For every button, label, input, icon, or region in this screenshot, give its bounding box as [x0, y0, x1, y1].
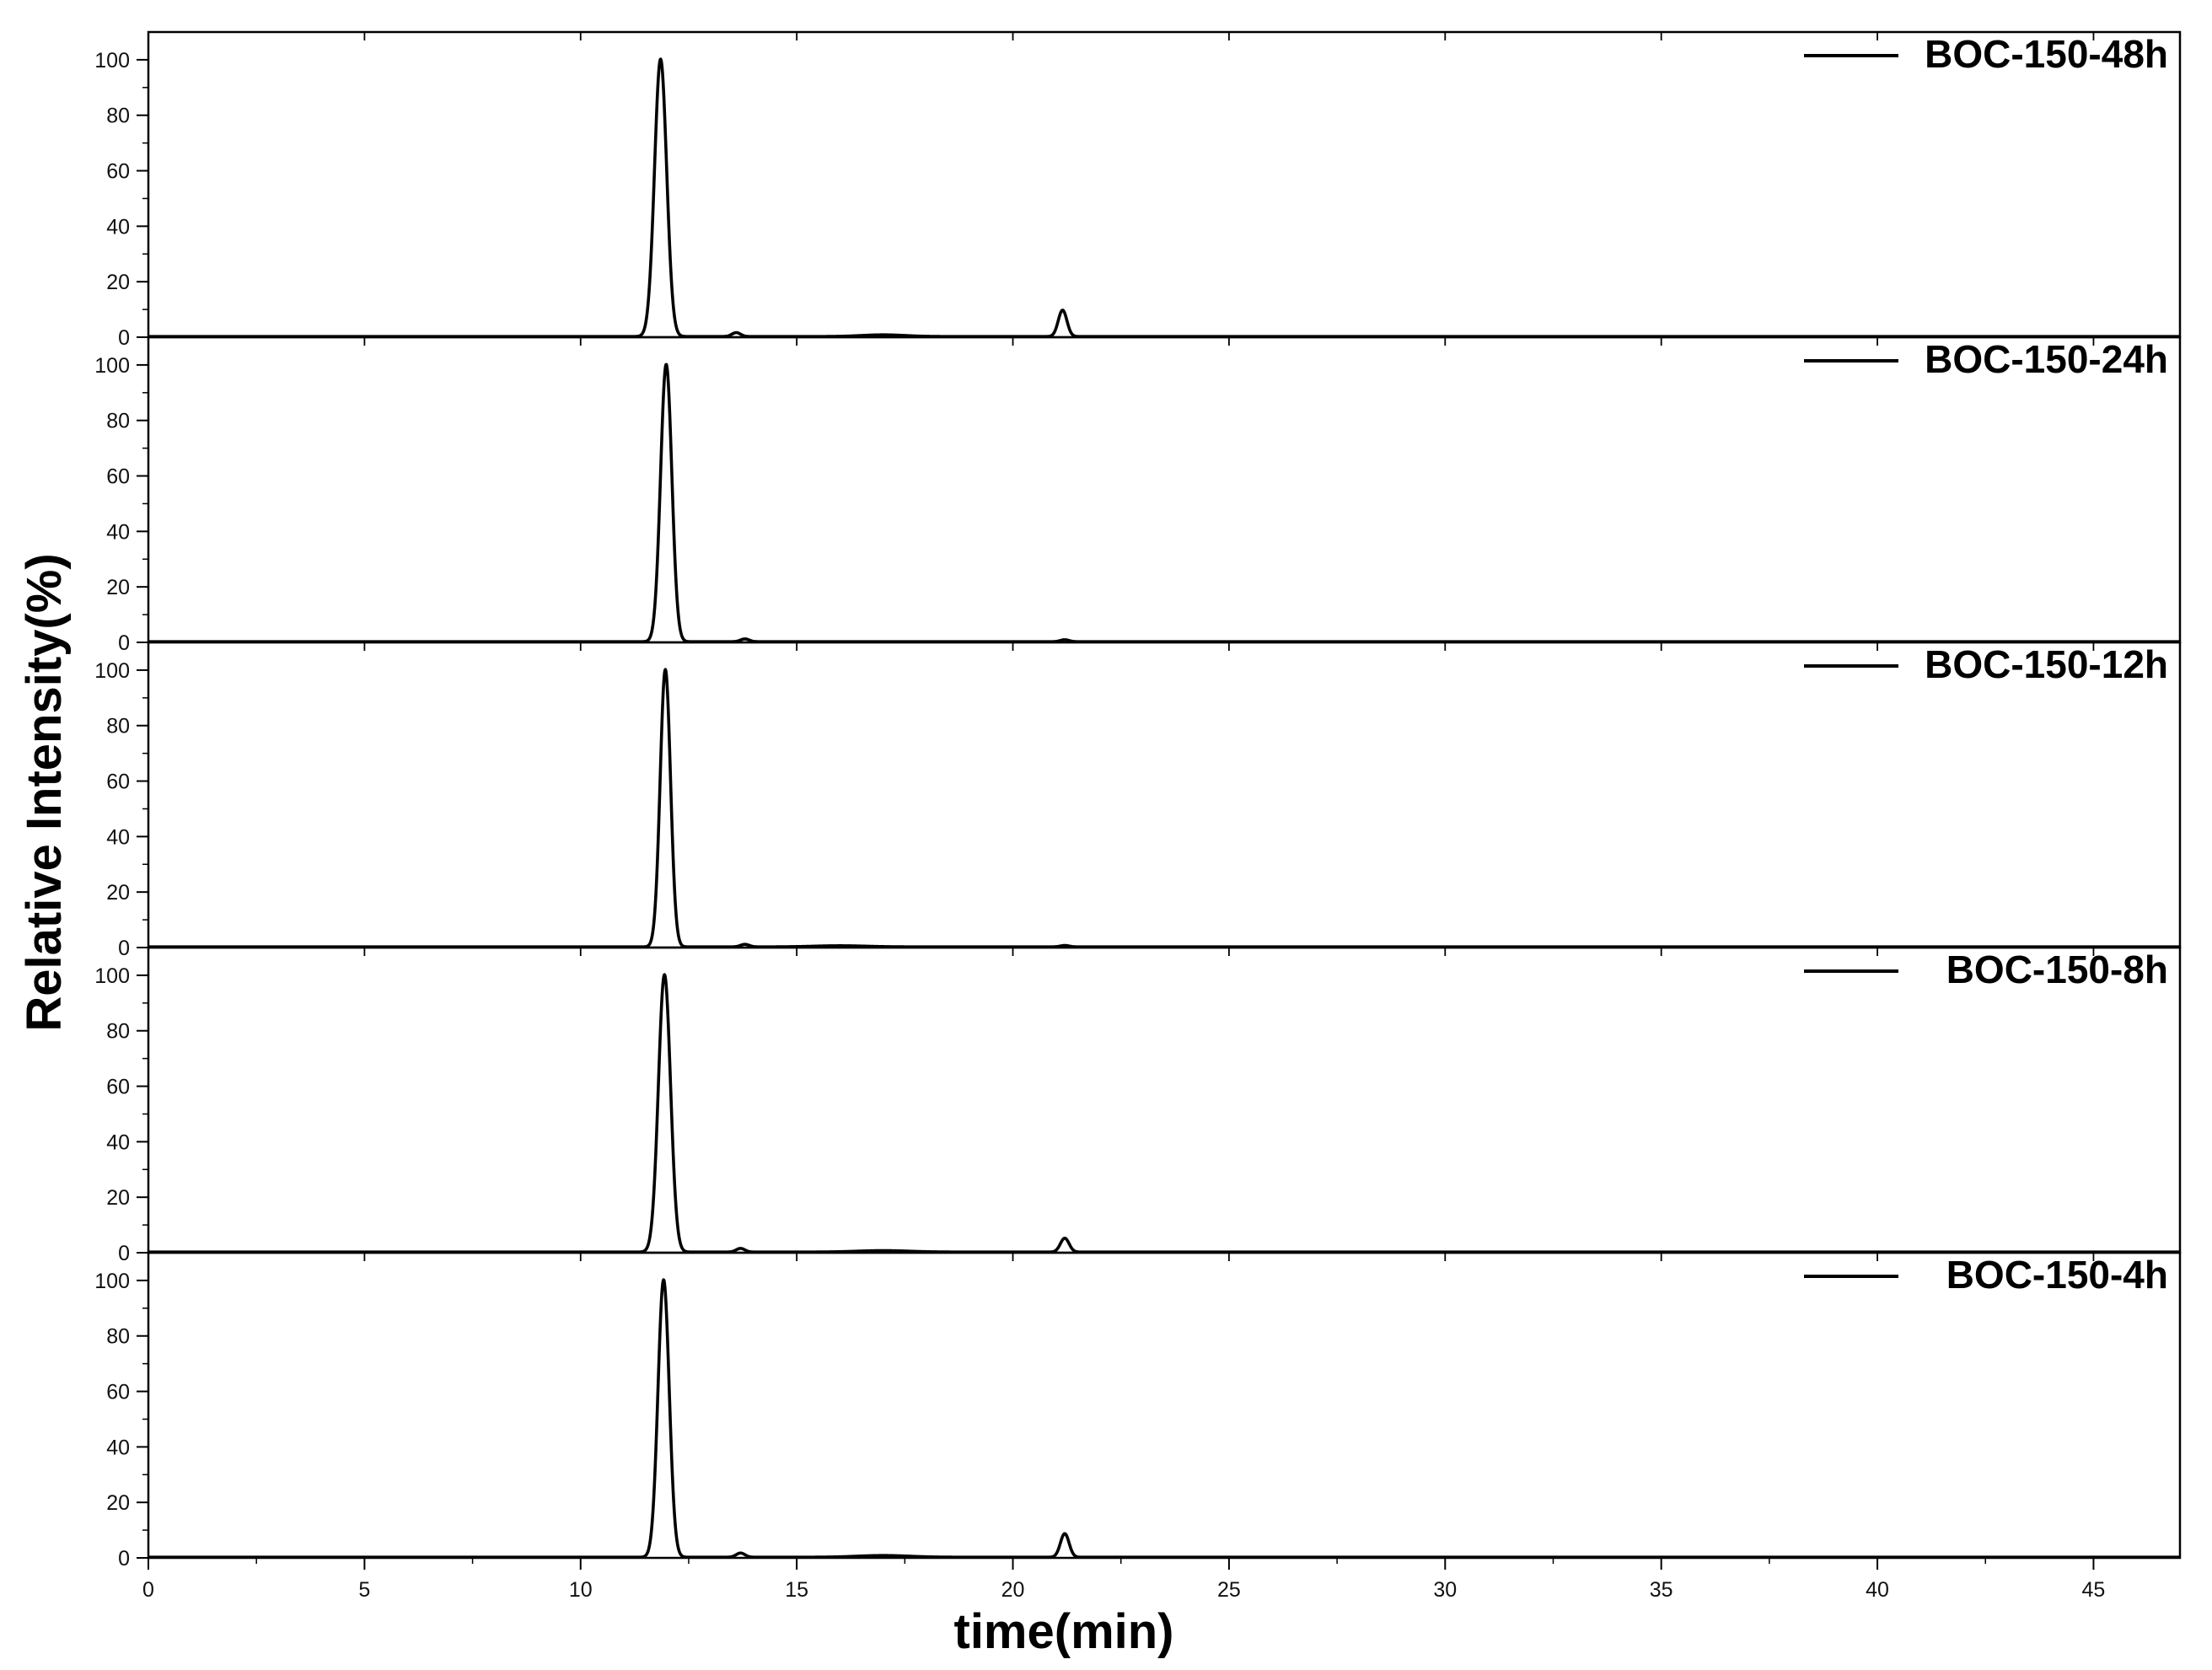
x-tick-label: 5: [358, 1578, 370, 1602]
panel-BOC-150-4h: 0 20 40 60 80 100 BOC-150-4h: [94, 1251, 2182, 1571]
y-tick-label: 80: [106, 105, 130, 128]
series-line-BOC-150-12h: [147, 668, 2182, 948]
legend-label: BOC-150-24h: [1925, 337, 2168, 381]
legend-label: BOC-150-4h: [1946, 1253, 2168, 1297]
x-tick-label: 10: [569, 1578, 593, 1602]
y-tick-label: 100: [94, 354, 130, 378]
legend-label: BOC-150-8h: [1946, 948, 2168, 991]
y-tick-label: 40: [106, 520, 130, 544]
x-tick-label: 20: [1001, 1578, 1025, 1602]
y-tick-label: 0: [118, 937, 130, 960]
panel-frame: [147, 336, 2182, 644]
y-axis-title: Relative Intensity(%): [17, 553, 72, 1031]
y-tick-label: 100: [94, 49, 130, 72]
y-tick-label: 20: [106, 1491, 130, 1515]
y-tick-label: 60: [106, 771, 130, 794]
x-tick-label: 15: [785, 1578, 808, 1602]
chart-panels: 0 20 40 60 80 100 BOC-150-48h 0 20 40 60 80 100 BOC-1…: [94, 30, 2182, 1571]
x-axis-title: time(min): [954, 1604, 1174, 1659]
x-tick-label: 40: [1866, 1578, 1889, 1602]
x-tick-label: 35: [1650, 1578, 1673, 1602]
y-tick-label: 20: [106, 271, 130, 294]
panel-BOC-150-48h: 0 20 40 60 80 100 BOC-150-48h: [94, 30, 2182, 350]
x-axis: 0 5 10 15 20 25 30 35 40 45: [142, 1558, 2105, 1602]
y-tick-label: 40: [106, 215, 130, 239]
y-tick-label: 100: [94, 1270, 130, 1293]
y-tick-label: 80: [106, 1325, 130, 1349]
series-line-BOC-150-8h: [147, 973, 2182, 1254]
y-tick-label: 20: [106, 881, 130, 905]
panel-frame: [147, 641, 2182, 949]
y-tick-label: 0: [118, 631, 130, 655]
y-tick-label: 40: [106, 1130, 130, 1154]
y-tick-label: 60: [106, 465, 130, 489]
y-tick-label: 0: [118, 1242, 130, 1265]
y-tick-label: 60: [106, 1381, 130, 1404]
x-tick-label: 30: [1433, 1578, 1457, 1602]
series-line-BOC-150-24h: [147, 362, 2182, 643]
x-tick-label: 25: [1217, 1578, 1241, 1602]
legend-label: BOC-150-48h: [1925, 32, 2168, 76]
y-tick-label: 20: [106, 576, 130, 599]
y-tick-label: 40: [106, 825, 130, 849]
panel-BOC-150-12h: 0 20 40 60 80 100 BOC-150-12h: [94, 641, 2182, 960]
y-tick-label: 80: [106, 715, 130, 738]
series-line-BOC-150-4h: [147, 1278, 2182, 1559]
panel-frame: [147, 30, 2182, 339]
x-tick-label: 45: [2082, 1578, 2106, 1602]
y-tick-label: 0: [118, 1547, 130, 1571]
x-tick-label: 0: [142, 1578, 154, 1602]
y-tick-label: 20: [106, 1186, 130, 1210]
y-tick-label: 0: [118, 326, 130, 350]
y-tick-label: 100: [94, 964, 130, 988]
y-tick-label: 40: [106, 1436, 130, 1459]
y-tick-label: 80: [106, 410, 130, 433]
y-tick-label: 60: [106, 160, 130, 184]
panel-frame: [147, 1251, 2182, 1560]
panel-BOC-150-8h: 0 20 40 60 80 100 BOC-150-8h: [94, 946, 2182, 1265]
panel-frame: [147, 946, 2182, 1254]
legend-label: BOC-150-12h: [1925, 642, 2168, 686]
y-tick-label: 60: [106, 1076, 130, 1099]
panel-BOC-150-24h: 0 20 40 60 80 100 BOC-150-24h: [94, 336, 2182, 655]
series-line-BOC-150-48h: [147, 57, 2182, 338]
y-tick-label: 100: [94, 659, 130, 683]
y-tick-label: 80: [106, 1020, 130, 1044]
